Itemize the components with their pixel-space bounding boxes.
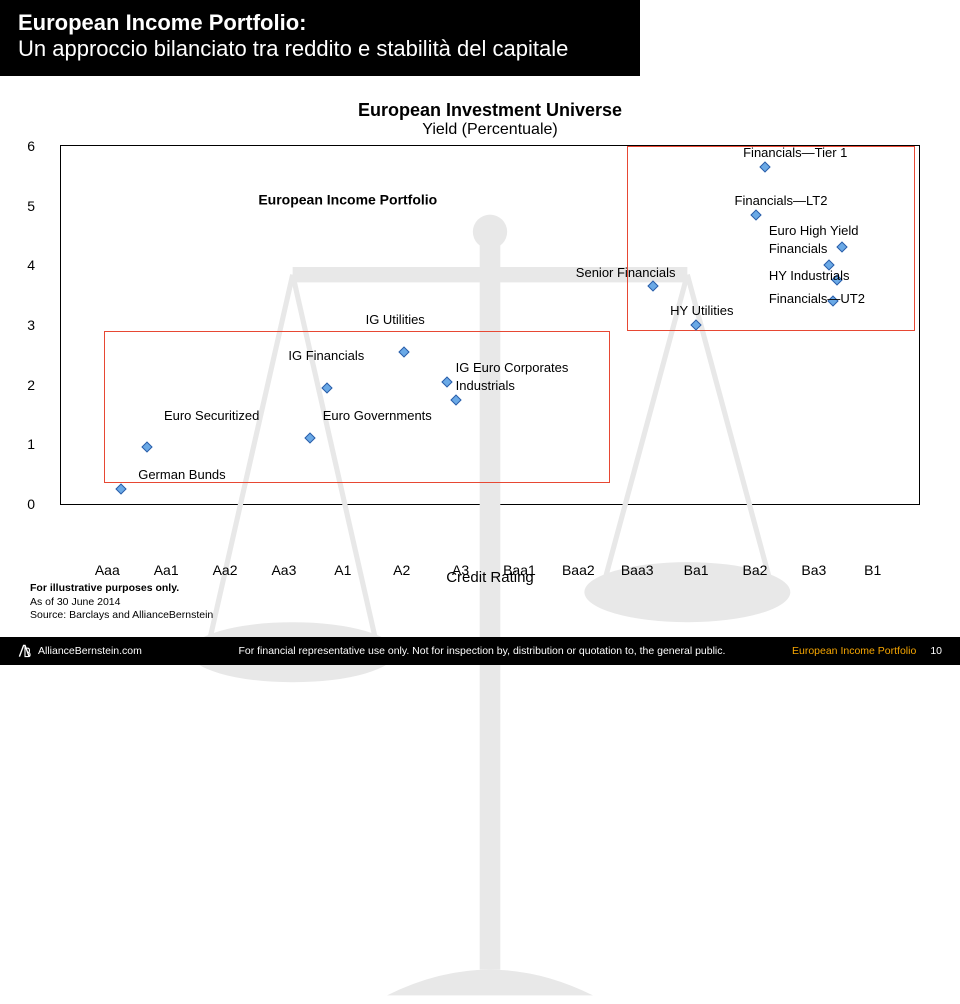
data-label: German Bunds [138, 469, 225, 483]
footer-right: European Income Portfolio 10 [792, 645, 942, 657]
y-tick: 1 [27, 436, 35, 452]
ab-logo-icon [18, 644, 32, 658]
y-tick: 5 [27, 198, 35, 214]
note-line2: As of 30 June 2014 [30, 596, 213, 610]
footer-disclaimer: For financial representative use only. N… [172, 645, 792, 657]
y-tick: 6 [27, 138, 35, 154]
plot-area: 0123456 European Income PortfolioGerman … [60, 145, 920, 505]
data-label: Financials—LT2 [735, 194, 828, 208]
footer-notes: For illustrative purposes only. As of 30… [30, 582, 213, 623]
y-tick: 2 [27, 377, 35, 393]
box-label: European Income Portfolio [258, 193, 437, 208]
note-line1: For illustrative purposes only. [30, 582, 213, 596]
title-line1: European Income Portfolio: [18, 10, 622, 36]
note-line3: Source: Barclays and AllianceBernstein [30, 609, 213, 623]
y-tick: 0 [27, 496, 35, 512]
data-label: Financials—Tier 1 [743, 146, 847, 160]
data-label: Euro Securitized [164, 409, 259, 423]
data-label: Industrials [456, 379, 515, 393]
footer-page: 10 [930, 645, 942, 657]
data-label: Euro Governments [323, 409, 432, 423]
data-label: IG Financials [288, 349, 364, 363]
chart: European Investment Universe Yield (Perc… [60, 100, 920, 540]
title-line2: Un approccio bilanciato tra reddito e st… [18, 36, 622, 62]
chart-title: European Investment Universe [60, 100, 920, 121]
data-label: Senior Financials [576, 266, 676, 280]
brand-text: AllianceBernstein.com [38, 645, 142, 657]
y-tick: 4 [27, 257, 35, 273]
title-block: European Income Portfolio: Un approccio … [0, 0, 640, 76]
footer-bar: AllianceBernstein.com For financial repr… [0, 637, 960, 665]
y-tick: 3 [27, 317, 35, 333]
data-label: HY Industrials [769, 269, 850, 283]
data-label: Euro High Yield [769, 224, 859, 238]
chart-subtitle: Yield (Percentuale) [60, 121, 920, 139]
brand-logo: AllianceBernstein.com [18, 644, 142, 658]
data-label: IG Utilities [366, 313, 425, 327]
data-label: Financials—UT2 [769, 293, 865, 307]
data-label: Financials [769, 242, 828, 256]
footer-docname: European Income Portfolio [792, 645, 916, 657]
data-label: IG Euro Corporates [456, 361, 569, 375]
data-label: HY Utilities [670, 305, 733, 319]
